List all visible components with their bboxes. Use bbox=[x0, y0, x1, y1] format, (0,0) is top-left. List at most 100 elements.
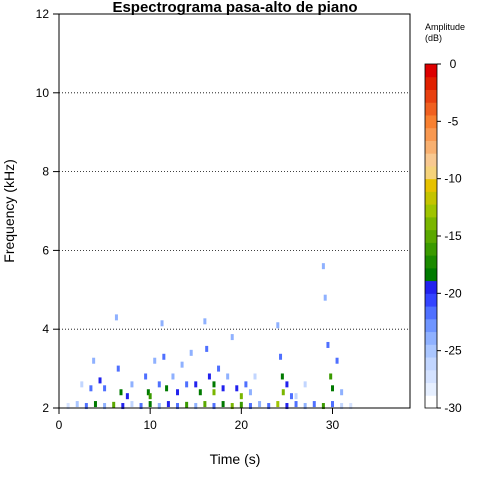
legend-color-step bbox=[425, 242, 437, 256]
spectrogram-cell bbox=[248, 403, 252, 410]
spectrogram-cell bbox=[239, 393, 243, 400]
spectrogram-cell bbox=[212, 389, 216, 396]
x-tick-label: 10 bbox=[143, 418, 157, 432]
spectrogram-cell bbox=[98, 377, 102, 384]
plot-frame bbox=[58, 13, 411, 409]
spectrogram-cell bbox=[212, 403, 216, 410]
legend-color-step bbox=[425, 318, 437, 333]
spectrogram-cell bbox=[340, 389, 344, 396]
spectrogram-cell bbox=[121, 403, 125, 410]
plot-area bbox=[59, 92, 410, 410]
spectrogram-cell bbox=[148, 401, 152, 408]
spectrogram-cell bbox=[235, 385, 239, 392]
legend-tick-label: -10 bbox=[444, 172, 462, 186]
x-tick-label: 20 bbox=[235, 418, 249, 432]
spectrogram-cell bbox=[112, 401, 116, 408]
y-tick-label: 4 bbox=[42, 322, 49, 336]
legend-color-step bbox=[425, 127, 437, 141]
legend-color-step bbox=[425, 293, 437, 307]
y-axis-label: Frequency (kHz) bbox=[1, 159, 17, 262]
y-tick-label: 8 bbox=[42, 165, 49, 179]
spectrogram-cell bbox=[203, 318, 207, 325]
legend-color-step bbox=[425, 229, 437, 243]
chart-title: Espectrograma pasa-alto de piano bbox=[112, 0, 357, 16]
spectrogram-cell bbox=[212, 381, 216, 388]
legend-color-step bbox=[425, 382, 437, 396]
spectrogram-cell bbox=[323, 294, 327, 301]
legend-tick-label: -25 bbox=[444, 344, 462, 358]
spectrogram-cell bbox=[230, 403, 234, 410]
spectrogram-cell bbox=[331, 385, 335, 392]
spectrogram-cell bbox=[139, 403, 143, 410]
legend-color-step bbox=[425, 369, 437, 384]
spectrogram-cell bbox=[279, 353, 283, 360]
legend-color-step bbox=[425, 178, 437, 192]
spectrogram-cell bbox=[276, 401, 280, 408]
spectrogram-cell bbox=[93, 401, 97, 408]
spectrogram-cell bbox=[162, 353, 166, 360]
spectrogram-cell bbox=[217, 365, 221, 372]
spectrogram-cell bbox=[303, 381, 307, 388]
legend-color-step bbox=[425, 89, 437, 103]
spectrogram-cell bbox=[326, 341, 330, 348]
legend-color-step bbox=[425, 165, 437, 180]
spectrogram-cell bbox=[130, 381, 134, 388]
spectrogram-cell bbox=[114, 314, 118, 321]
spectrogram-cell bbox=[340, 403, 344, 410]
spectrogram-cell bbox=[285, 403, 289, 410]
legend-title-line1: Amplitude bbox=[425, 22, 465, 32]
amplitude-legend: Amplitude (dB) 0 -5 -10 -15 -20 -25 -30 bbox=[424, 22, 465, 415]
spectrogram-cell bbox=[205, 345, 209, 352]
spectrogram-cell bbox=[103, 385, 107, 392]
legend-color-step bbox=[425, 76, 437, 90]
legend-color-step bbox=[425, 191, 437, 205]
legend-color-step bbox=[425, 267, 437, 282]
spectrogram-cell bbox=[321, 263, 325, 270]
spectrogram-cell bbox=[226, 373, 230, 380]
spectrogram-cell bbox=[221, 401, 225, 408]
spectrogram-cell bbox=[198, 389, 202, 396]
spectrogram-cell bbox=[180, 361, 184, 368]
spectrogram-cell bbox=[244, 381, 248, 388]
spectrogram-cell bbox=[119, 389, 123, 396]
spectrogram-cell bbox=[176, 389, 180, 396]
spectrogram-cell bbox=[294, 393, 298, 400]
y-tick-label: 6 bbox=[42, 243, 49, 257]
spectrogram-cell bbox=[239, 401, 243, 408]
spectrogram-cell bbox=[89, 385, 93, 392]
legend-color-step bbox=[425, 64, 437, 78]
spectrogram-cell bbox=[148, 393, 152, 400]
spectrogram-cell bbox=[103, 403, 107, 410]
spectrogram-cell bbox=[221, 385, 225, 392]
legend-color-step bbox=[425, 114, 437, 129]
spectrogram-cell bbox=[207, 373, 211, 380]
spectrogram-cell bbox=[230, 334, 234, 341]
legend-tick-label: 0 bbox=[450, 57, 457, 71]
spectrogram-cell bbox=[258, 401, 262, 408]
spectrogram-cell bbox=[312, 401, 316, 408]
spectrogram-cell bbox=[253, 373, 257, 380]
legend-color-step bbox=[425, 102, 437, 116]
legend-tick-label: -15 bbox=[444, 229, 462, 243]
spectrogram-cell bbox=[157, 403, 161, 410]
x-tick-label: 0 bbox=[56, 418, 63, 432]
legend-color-step bbox=[425, 204, 437, 218]
legend-title-line2: (dB) bbox=[425, 33, 442, 43]
legend-colorbar bbox=[424, 63, 438, 409]
legend-color-step bbox=[425, 280, 437, 294]
legend-color-step bbox=[425, 357, 437, 371]
legend-color-step bbox=[425, 216, 437, 231]
spectrogram-cell bbox=[289, 393, 293, 400]
spectrogram-cell bbox=[165, 385, 169, 392]
spectrogram-cell bbox=[125, 393, 129, 400]
spectrogram-cell bbox=[157, 381, 161, 388]
spectrogram-cell bbox=[160, 320, 164, 327]
legend-color-step bbox=[425, 255, 437, 269]
spectrogram-cell bbox=[66, 403, 70, 410]
y-tick-label: 12 bbox=[36, 7, 50, 21]
spectrogram-cell bbox=[281, 389, 285, 396]
spectrogram-cell bbox=[189, 349, 193, 356]
spectrogram-cell bbox=[294, 401, 298, 408]
spectrogram-cell bbox=[176, 403, 180, 410]
